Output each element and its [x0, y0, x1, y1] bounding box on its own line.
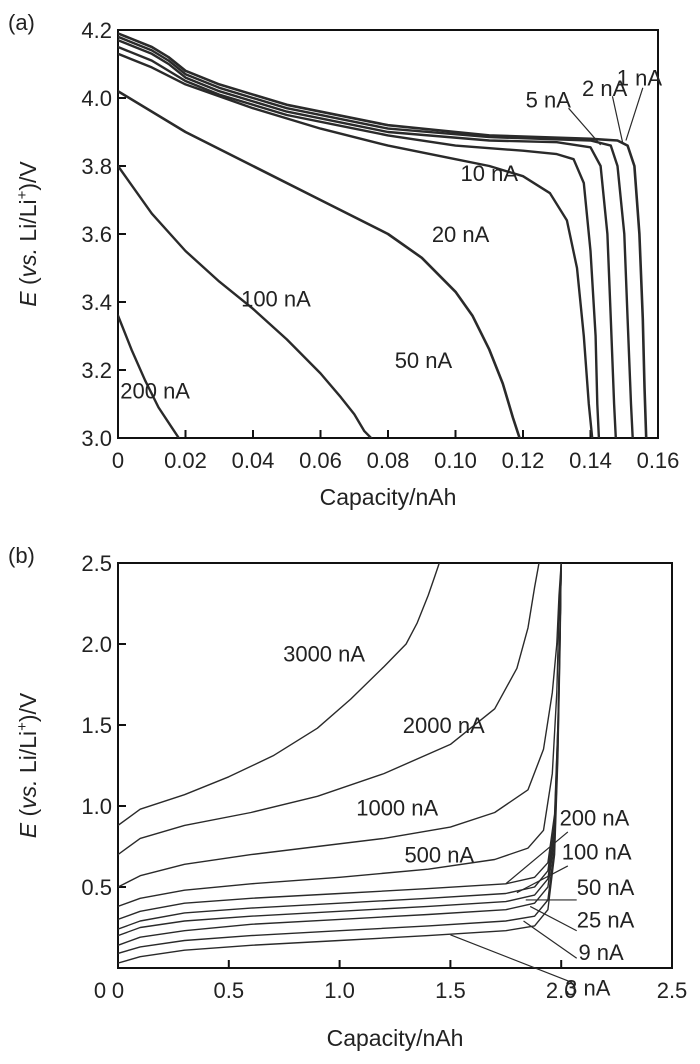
curve-label: 2 nA — [582, 76, 628, 101]
series-line-50-na — [118, 563, 562, 937]
plot-frame-b — [117, 562, 673, 969]
x-tick-label: 2.5 — [657, 978, 688, 1003]
curve-label: 10 nA — [461, 161, 519, 186]
curve-label: 50 nA — [395, 348, 453, 373]
x-tick-label: 1.0 — [324, 978, 355, 1003]
curve-label: 25 nA — [577, 907, 635, 932]
y-tick-label: 1.5 — [81, 713, 112, 738]
label-leader-line — [625, 87, 644, 141]
panel-b: 0 0.5 1.0 1.5 2.0 2.50.51.01.52.02.50(b)Capac… — [8, 543, 687, 1051]
series-line-3-na — [118, 563, 562, 964]
y-axis-label: E (vs. Li/Li+)/V — [14, 161, 41, 307]
y-axis-label: E (vs. Li/Li+)/V — [14, 692, 41, 838]
y-tick-label: 3.0 — [81, 426, 112, 451]
x-axis-label: Capacity/nAh — [327, 1025, 464, 1051]
series-line-20-na — [118, 52, 594, 438]
curves-b — [118, 563, 562, 964]
label-leader-line — [611, 96, 624, 143]
series-line-100-na — [118, 164, 373, 438]
label-leader-line — [505, 831, 569, 885]
x-tick-label: 0 — [112, 448, 124, 473]
curve-label: 5 nA — [526, 88, 572, 113]
label-leader-line — [529, 905, 577, 932]
panel-label-b: (b) — [8, 543, 35, 568]
series-line-2-na — [118, 35, 634, 438]
y-tick-label: 4.2 — [81, 18, 112, 43]
panel-label-a: (a) — [8, 10, 35, 35]
y-tick-label: 2.5 — [81, 551, 112, 576]
series-line-50-na — [118, 89, 521, 438]
curve-label: 500 nA — [404, 843, 474, 868]
y-tick-label: 0.5 — [81, 875, 112, 900]
x-tick-label: 0.16 — [637, 448, 680, 473]
curve-label: 2000 nA — [403, 713, 485, 738]
series-line-5-na — [118, 39, 617, 438]
curve-label: 20 nA — [432, 222, 490, 247]
y-tick-label: 1.0 — [81, 794, 112, 819]
x-tick-label: 0.04 — [232, 448, 275, 473]
curve-label: 1 nA — [617, 66, 663, 91]
x-tick-label: 0.08 — [367, 448, 410, 473]
curve-label: 3 nA — [565, 975, 611, 1000]
curve-label: 1000 nA — [356, 796, 438, 821]
panel-a: 0 0.02 0.04 0.06 0.08 0.10 0.12 0.14 0.16 3.0 3.2 3… — [8, 10, 679, 510]
y-tick-label: 3.2 — [81, 358, 112, 383]
series-line-1000-na — [118, 563, 562, 888]
label-leader-line — [568, 107, 602, 146]
label-leader-line — [523, 920, 578, 959]
curve-label: 200 nA — [120, 378, 190, 403]
label-leader-line — [516, 865, 569, 894]
curves-a — [118, 32, 648, 438]
label-leader-line — [450, 934, 573, 984]
x-tick-label: 0.10 — [434, 448, 477, 473]
y-tick-label: 4.0 — [81, 86, 112, 111]
curve-label: 50 nA — [577, 875, 635, 900]
y-tick-label: 3.4 — [81, 290, 112, 315]
y-tick-label: 3.8 — [81, 154, 112, 179]
curve-label: 3000 nA — [283, 642, 365, 667]
x-tick-label: 0 — [112, 978, 124, 1003]
series-line-200-na — [118, 563, 562, 921]
series-line-10-na — [118, 45, 601, 438]
origin-tick-label: 0 — [94, 978, 106, 1003]
series-line-2000-na — [118, 563, 540, 856]
x-tick-label: 0.12 — [502, 448, 545, 473]
series-line-25-na — [118, 563, 562, 946]
curve-label: 100 nA — [562, 839, 632, 864]
curve-label: 9 nA — [578, 940, 624, 965]
x-tick-label: 0.14 — [569, 448, 612, 473]
y-tick-label: 3.6 — [81, 222, 112, 247]
curve-label: 100 nA — [241, 287, 311, 312]
series-line-200-na — [118, 314, 180, 438]
curve-label: 200 nA — [560, 805, 630, 830]
x-tick-label: 0.06 — [299, 448, 342, 473]
x-tick-label: 0.02 — [164, 448, 207, 473]
x-tick-label: 0.5 — [214, 978, 245, 1003]
series-line-3000-na — [118, 563, 440, 827]
x-tick-label: 1.5 — [435, 978, 466, 1003]
series-line-100-na — [118, 563, 562, 930]
x-axis-label: Capacity/nAh — [320, 484, 457, 510]
series-line-500-na — [118, 563, 562, 908]
y-tick-label: 2.0 — [81, 632, 112, 657]
series-line-1-na — [118, 32, 648, 438]
